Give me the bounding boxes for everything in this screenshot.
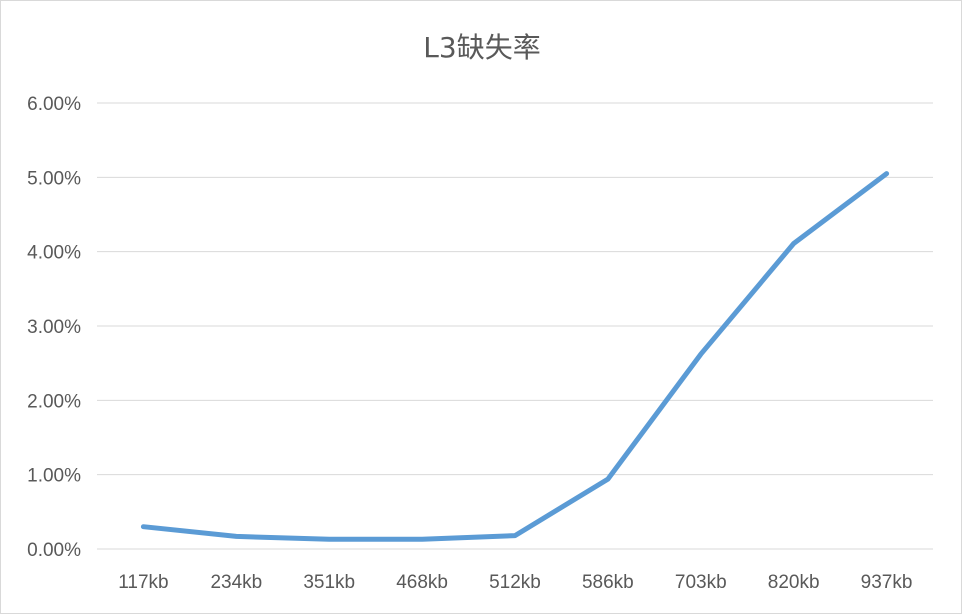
y-tick-label: 5.00% (27, 168, 81, 189)
y-axis-ticks: 0.00% 1.00% 2.00% 3.00% 4.00% 5.00% 6.00% (27, 94, 81, 561)
x-tick-label: 117kb (118, 572, 168, 593)
y-tick-label: 0.00% (27, 540, 81, 561)
series-line (140, 171, 890, 542)
x-tick-label: 512kb (489, 572, 541, 593)
gridlines (97, 102, 933, 550)
y-tick-label: 1.00% (27, 466, 81, 487)
x-tick-label: 468kb (396, 572, 448, 593)
y-tick-label: 3.00% (27, 317, 81, 338)
x-tick-label: 234kb (210, 572, 262, 593)
x-tick-label: 820kb (768, 572, 820, 593)
chart-title: L3缺失率 (423, 31, 540, 64)
x-tick-label: 351kb (303, 572, 355, 593)
x-tick-label: 703kb (675, 572, 727, 593)
y-tick-label: 6.00% (27, 94, 81, 115)
x-tick-label: 937kb (861, 572, 913, 593)
x-tick-label: 586kb (582, 572, 634, 593)
y-tick-label: 4.00% (27, 243, 81, 264)
x-axis-ticks: 117kb 234kb 351kb 468kb 512kb 586kb 703kb 820kb… (118, 572, 912, 593)
series-layer (140, 171, 890, 542)
y-tick-label: 2.00% (27, 391, 81, 412)
